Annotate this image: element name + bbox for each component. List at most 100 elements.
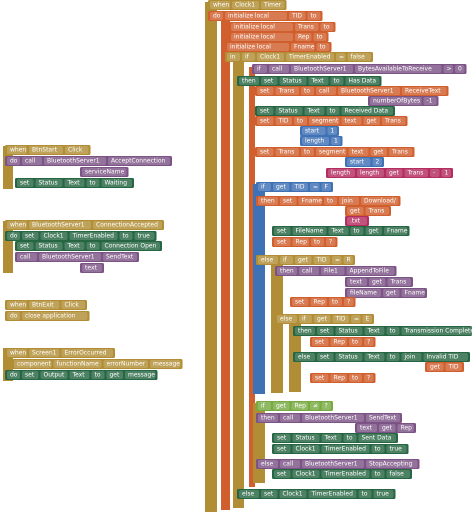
block-label: > xyxy=(447,66,452,73)
block-label: errorNumber xyxy=(107,361,146,368)
block-label: text xyxy=(350,279,362,286)
block-label: call xyxy=(25,158,36,165)
block-label: set xyxy=(264,491,274,498)
block-label: get xyxy=(276,403,287,410)
block-label: initialize local xyxy=(234,34,275,41)
block-label: Click xyxy=(68,147,83,154)
block-label: false xyxy=(351,54,366,61)
block-label: call xyxy=(319,88,330,95)
block-label: when xyxy=(10,302,26,309)
block-label: Clock1 xyxy=(296,446,316,453)
block-label: then xyxy=(261,198,275,205)
block-label: set xyxy=(20,180,30,187)
block-label: FileName xyxy=(296,228,324,235)
block-label: join xyxy=(404,354,416,361)
block-label: Status xyxy=(39,243,58,250)
block-label: BluetoothServer1 xyxy=(42,254,95,261)
block-label: to xyxy=(330,108,336,115)
block-label: call xyxy=(283,415,294,422)
block-label: to xyxy=(304,149,310,156)
block-label: when xyxy=(10,222,26,229)
block-label: Output xyxy=(44,372,65,379)
block-label: Transmission Complete xyxy=(404,328,474,335)
block-label: to xyxy=(362,491,368,498)
block-label: set xyxy=(20,243,30,250)
block-label: Connection Open xyxy=(105,243,157,250)
block-label: TimerEnabled xyxy=(288,54,331,61)
block-label: Has Data xyxy=(349,78,377,85)
event-frame xyxy=(205,2,217,512)
block-label: Text xyxy=(367,328,381,335)
block-label: Trans xyxy=(391,149,408,156)
block-label: ConnectionAccepted xyxy=(96,222,158,229)
block-label: Text xyxy=(324,435,338,442)
block-label: get xyxy=(276,184,287,191)
block-label: do xyxy=(213,13,221,20)
block-label: BytesAvailableToReceive xyxy=(358,66,432,73)
block-label: R xyxy=(347,257,351,264)
r-if-frame xyxy=(271,258,283,393)
block-label: segment xyxy=(319,149,346,156)
block-label: true xyxy=(138,233,151,240)
block-label: Text xyxy=(67,243,81,250)
block-label: message xyxy=(128,372,155,379)
block-label: TID xyxy=(294,184,305,191)
block-label: Status xyxy=(296,435,315,442)
block-label: ? xyxy=(367,375,370,382)
block-label: = xyxy=(339,54,344,61)
block-label: BluetoothServer1 xyxy=(305,415,358,422)
block-label: to xyxy=(95,372,101,379)
block-label: Fname xyxy=(302,198,323,205)
block-label: Received Data xyxy=(345,108,389,115)
block-label: get xyxy=(372,279,383,286)
block-label: Rep xyxy=(401,425,413,432)
block-label: AppendToFile xyxy=(350,268,390,275)
block-label: get xyxy=(110,372,121,379)
block-label: to xyxy=(375,446,381,453)
block-label: set xyxy=(277,446,287,453)
block-label: SendText xyxy=(369,415,397,422)
block-label: length xyxy=(360,170,379,177)
block-label: StopAccepting xyxy=(369,461,413,468)
block-label: initialize local xyxy=(230,44,271,51)
block-label: set xyxy=(320,328,330,335)
block-label: Clock1 xyxy=(283,491,303,498)
block-label: get xyxy=(374,149,385,156)
block-label: Rep xyxy=(334,339,346,346)
block-label: 0 xyxy=(458,66,462,73)
block-label: Fname xyxy=(294,44,315,51)
block-label: ? xyxy=(329,239,332,246)
block-label: TID xyxy=(335,316,346,323)
block-label: get xyxy=(350,208,361,215)
block-label: message xyxy=(153,361,180,368)
block-label: F xyxy=(325,184,329,191)
block-label: set xyxy=(283,198,293,205)
block-label: to xyxy=(334,78,340,85)
block-label: functionName xyxy=(57,361,100,368)
block-label: component xyxy=(17,361,52,368)
block-label: to xyxy=(314,239,320,246)
block-label: Status xyxy=(339,354,358,361)
block-label: - xyxy=(433,170,435,177)
block-label: Sent Data xyxy=(362,435,392,442)
block-label: Status xyxy=(279,108,298,115)
block-label: = xyxy=(354,316,359,323)
block-label: to xyxy=(327,198,333,205)
block-label: 1 xyxy=(331,128,335,135)
block-label: else xyxy=(261,257,273,264)
block-label: SendText xyxy=(106,254,134,261)
block-label: call xyxy=(272,66,283,73)
block-label: = xyxy=(335,257,340,264)
block-label: TimerEnabled xyxy=(324,471,367,478)
block-label: Trans xyxy=(390,279,407,286)
block-label: to xyxy=(320,44,326,51)
block-label: get xyxy=(389,170,400,177)
block-label: to xyxy=(347,435,353,442)
block-label: set xyxy=(260,88,270,95)
block-label: to xyxy=(311,13,317,20)
block-label: do xyxy=(10,313,18,320)
block-label: get xyxy=(367,118,378,125)
block-label: Trans xyxy=(407,170,424,177)
block-label: to xyxy=(90,180,96,187)
